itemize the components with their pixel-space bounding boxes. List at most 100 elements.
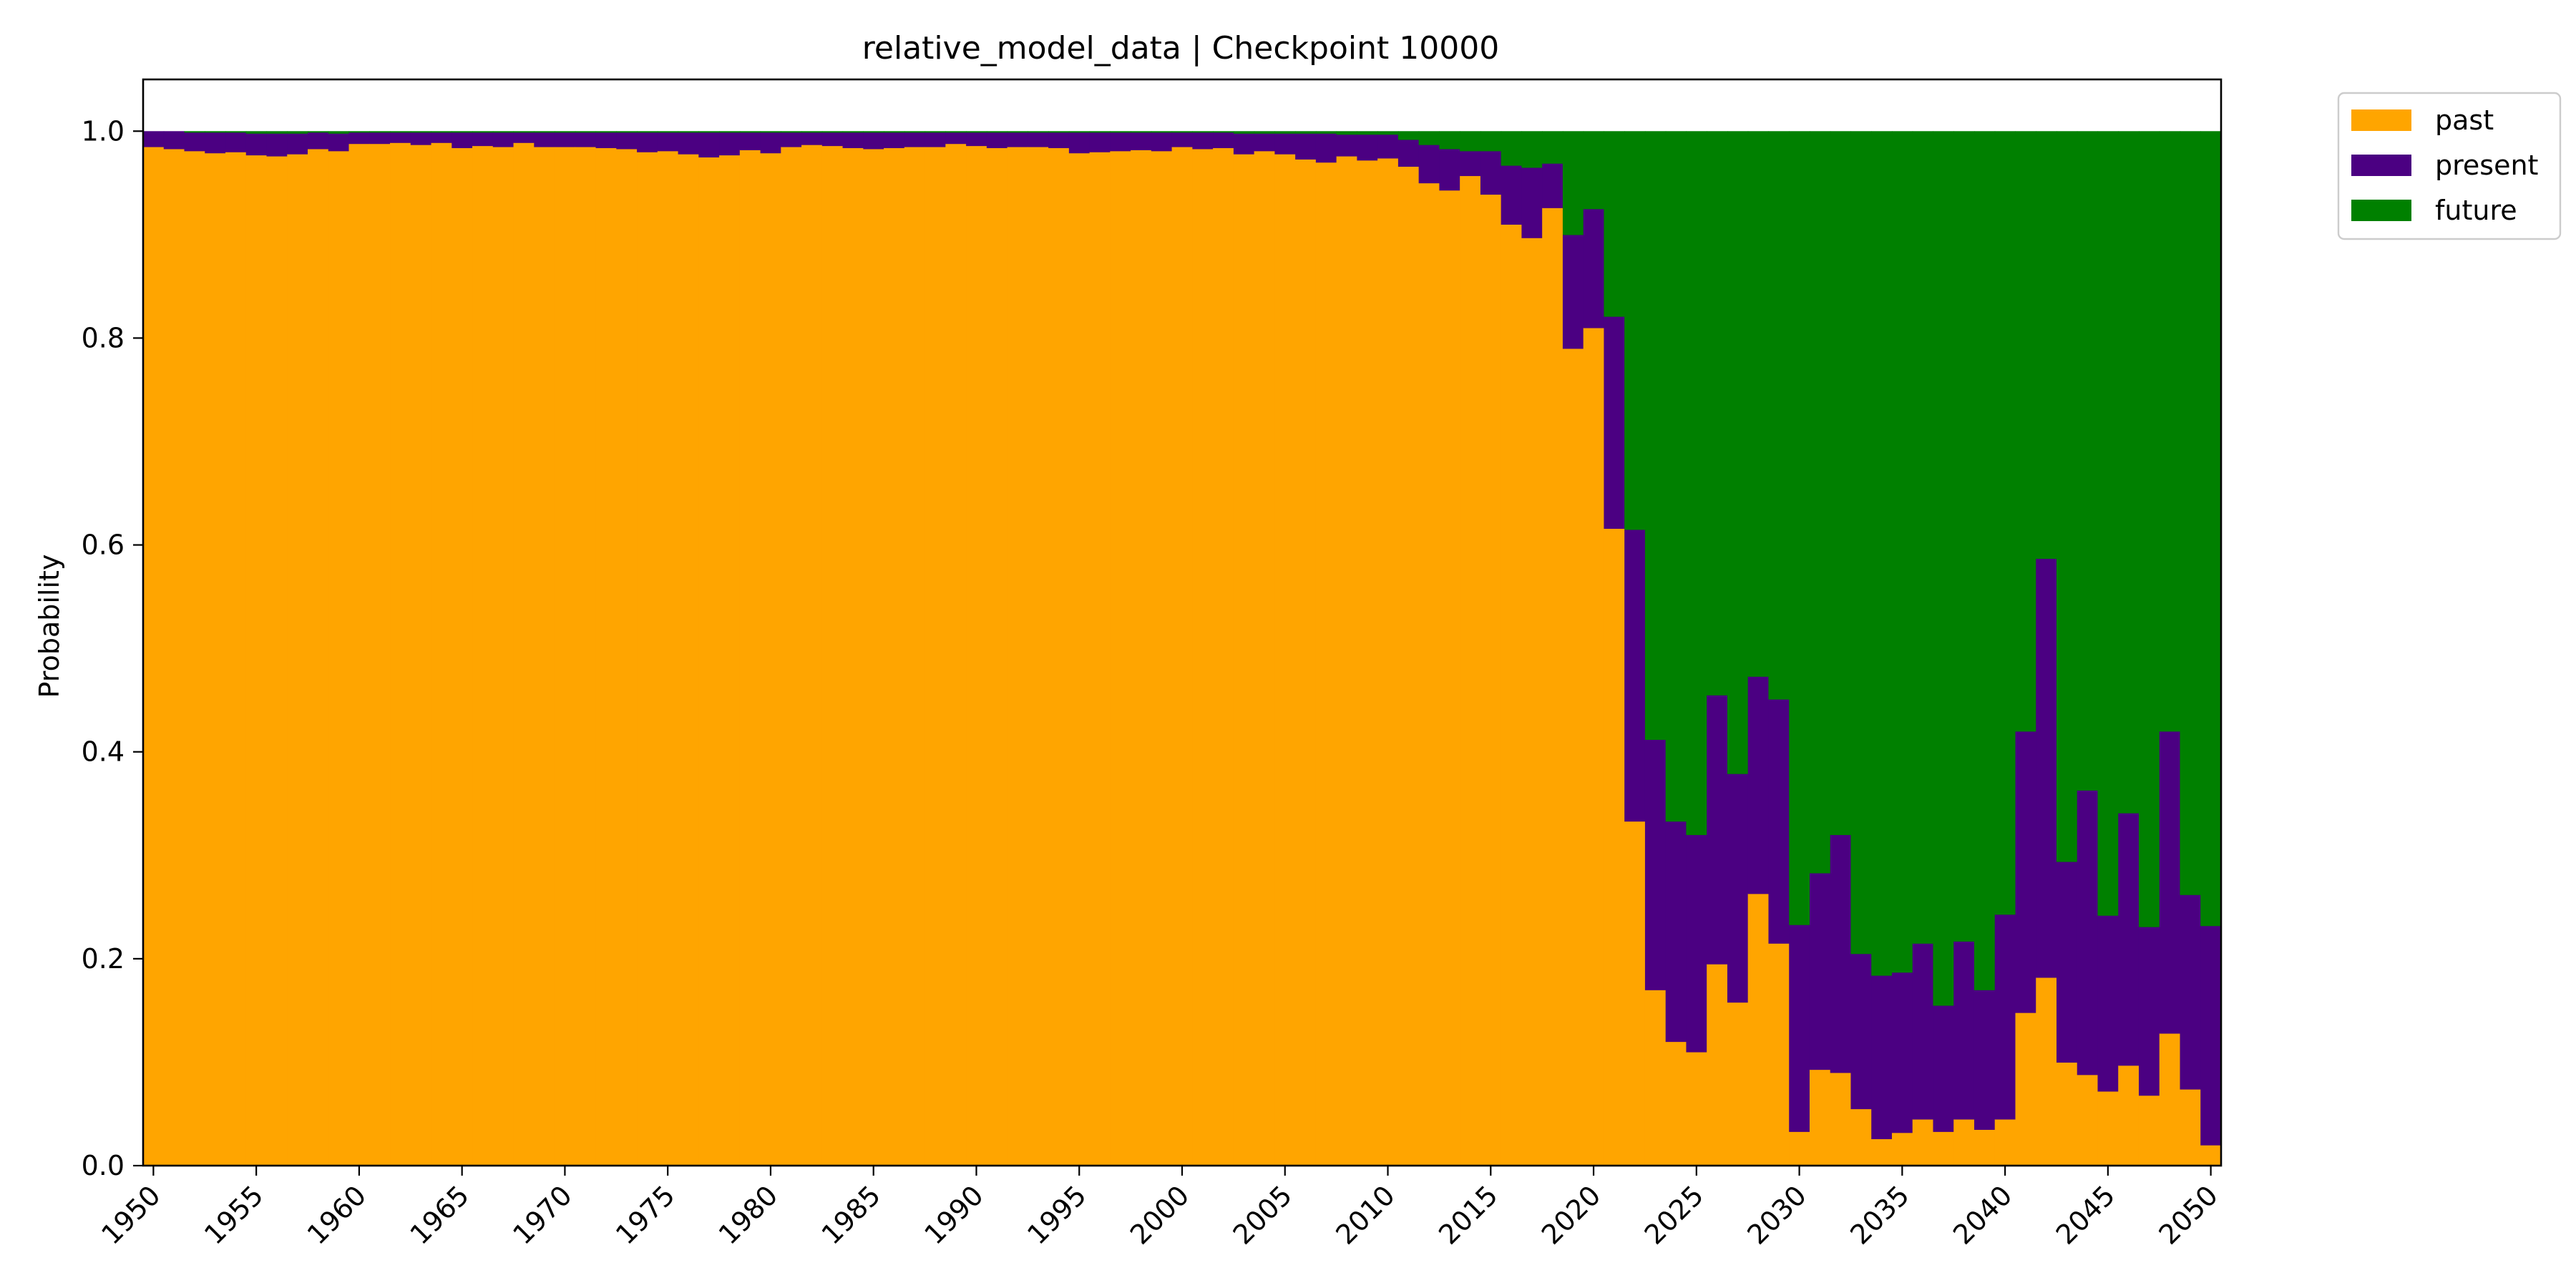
bar-segment-future-1969 [534, 131, 555, 133]
bar-segment-past-2047 [2138, 1095, 2160, 1166]
bar-segment-future-1957 [287, 131, 308, 134]
bar-segment-future-1952 [184, 131, 205, 133]
bar-segment-past-2044 [2077, 1074, 2099, 1166]
x-tick-label-2000: 2000 [1124, 1179, 1196, 1251]
bar-segment-present-2003 [1233, 133, 1255, 155]
bar-segment-past-1962 [390, 142, 411, 1166]
bar-segment-past-1953 [205, 152, 226, 1166]
bar-segment-present-1986 [884, 132, 905, 149]
bar-segment-future-2008 [1336, 131, 1357, 135]
bar-segment-future-1997 [1110, 131, 1131, 133]
bar-segment-future-2040 [1994, 131, 2016, 915]
bar-segment-past-1959 [328, 150, 350, 1166]
bar-segment-present-1975 [657, 132, 679, 152]
legend-label-future: future [2435, 195, 2517, 226]
bar-segment-future-2017 [1521, 131, 1543, 168]
bar-segment-present-2040 [1994, 914, 2016, 1120]
bar-segment-future-2049 [2180, 131, 2201, 895]
bar-segment-past-1983 [821, 145, 844, 1166]
bar-segment-present-2024 [1665, 821, 1687, 1043]
x-tick-label-1950: 1950 [95, 1179, 167, 1251]
bar-segment-past-1966 [472, 145, 494, 1166]
bar-segment-past-1980 [760, 152, 781, 1166]
x-tick-label-2010: 2010 [1330, 1179, 1401, 1251]
bar-segment-present-2010 [1377, 134, 1399, 159]
bar-segment-future-2041 [2015, 131, 2036, 732]
bar-segment-future-2023 [1644, 131, 1667, 740]
bar-segment-present-1999 [1151, 132, 1173, 152]
bar-segment-future-2000 [1171, 131, 1193, 133]
bar-segment-present-2005 [1274, 133, 1296, 155]
bar-segment-past-1984 [842, 147, 864, 1166]
bar-segment-present-2037 [1933, 1005, 1954, 1132]
bar-segment-past-1989 [945, 143, 967, 1166]
bar-segment-present-2007 [1315, 133, 1337, 163]
bar-segment-past-2001 [1192, 148, 1214, 1166]
bar-segment-future-1995 [1068, 131, 1091, 133]
bar-segment-future-2009 [1357, 131, 1378, 135]
bar-segment-past-2025 [1686, 1051, 1707, 1166]
bar-segment-future-1985 [863, 131, 884, 133]
bar-segment-past-1967 [492, 146, 514, 1166]
bar-segment-future-2047 [2138, 131, 2160, 927]
legend-swatch-present [2351, 155, 2411, 176]
bar-segment-future-1988 [924, 131, 946, 133]
bar-segment-future-1956 [266, 131, 288, 134]
bar-segment-past-2009 [1357, 160, 1378, 1166]
bar-segment-past-2030 [1789, 1131, 1810, 1166]
bar-segment-present-1963 [410, 132, 432, 145]
bar-segment-past-2008 [1336, 155, 1357, 1166]
bar-segment-future-2013 [1439, 131, 1460, 150]
bar-segment-present-1959 [328, 133, 350, 152]
bar-segment-present-2027 [1727, 774, 1749, 1003]
x-tick-label-1960: 1960 [301, 1179, 373, 1251]
bar-segment-future-1981 [781, 131, 802, 133]
bar-segment-present-2014 [1460, 150, 1481, 177]
bar-segment-past-2024 [1665, 1041, 1687, 1166]
bar-segment-present-2023 [1644, 739, 1667, 990]
x-tick-label-1970: 1970 [507, 1179, 578, 1251]
bar-segment-future-2020 [1583, 131, 1605, 210]
bar-segment-past-2011 [1397, 166, 1420, 1166]
bar-segment-future-2010 [1377, 131, 1399, 135]
bar-segment-future-1977 [698, 131, 720, 133]
bar-segment-future-1973 [616, 131, 638, 133]
bar-segment-past-1985 [863, 148, 884, 1166]
bar-segment-past-2014 [1460, 175, 1481, 1166]
x-tick-label-1980: 1980 [713, 1179, 784, 1251]
bar-segment-past-1951 [163, 148, 185, 1166]
bar-segment-future-1968 [513, 131, 535, 133]
x-tick-label-2020: 2020 [1536, 1179, 1607, 1251]
y-tick-label-0.4: 0.4 [82, 736, 125, 768]
bar-segment-future-2045 [2097, 131, 2119, 916]
bar-segment-past-1986 [884, 147, 905, 1166]
bar-segment-past-1987 [904, 146, 926, 1166]
bar-segment-past-1990 [966, 145, 987, 1166]
bar-segment-present-1972 [595, 132, 617, 149]
bar-segment-present-2028 [1747, 676, 1770, 894]
x-tick-label-2030: 2030 [1741, 1179, 1813, 1251]
bar-segment-past-2013 [1439, 190, 1460, 1166]
y-tick-label-1.0: 1.0 [82, 115, 125, 147]
bar-segment-future-1972 [595, 131, 617, 133]
bar-segment-future-1980 [760, 131, 781, 133]
bar-segment-future-1974 [637, 131, 658, 133]
bar-segment-future-2037 [1933, 131, 1954, 1006]
bar-segment-future-2014 [1460, 131, 1481, 152]
y-axis: 0.0 0.2 0.4 0.6 0.8 1.0 [82, 115, 143, 1181]
bar-segment-present-1965 [452, 132, 473, 149]
bar-segment-past-1961 [369, 143, 391, 1166]
bar-segment-past-2017 [1521, 238, 1543, 1166]
bar-segment-past-1970 [555, 146, 576, 1166]
bar-segment-future-2029 [1768, 131, 1790, 700]
bar-segment-past-2018 [1542, 208, 1563, 1166]
bar-segment-future-1958 [308, 131, 329, 133]
bar-segment-past-2050 [2200, 1145, 2222, 1166]
bar-segment-future-1967 [492, 131, 514, 133]
legend-label-present: present [2435, 150, 2538, 181]
bar-segment-past-2026 [1707, 964, 1728, 1166]
bar-segment-future-1989 [945, 131, 967, 133]
bar-segment-future-2038 [1953, 131, 1975, 942]
bar-segment-past-2016 [1501, 224, 1523, 1166]
bar-segment-past-2002 [1213, 147, 1234, 1166]
